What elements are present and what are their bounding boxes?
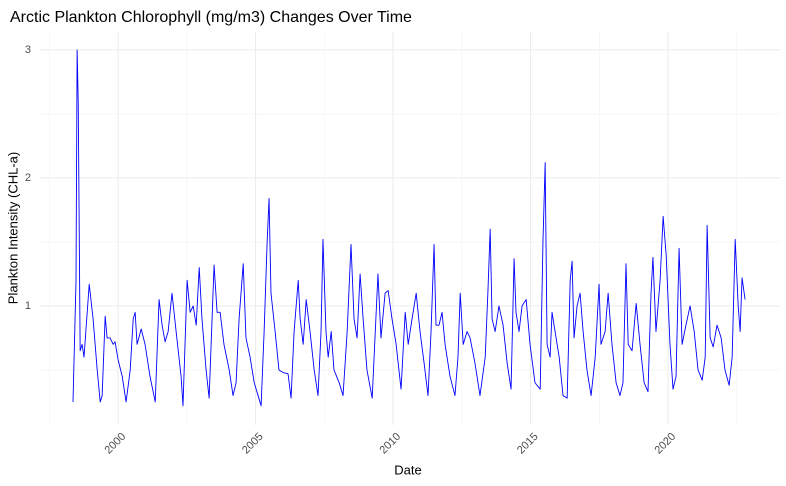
x-axis-title: Date: [394, 462, 421, 477]
y-tick-label: 3: [25, 44, 31, 56]
y-tick-label: 2: [25, 172, 31, 184]
data-line: [72, 49, 746, 407]
y-axis-title: Plankton Intensity (CHL-a): [5, 152, 20, 304]
x-tick-label: 2015: [515, 431, 541, 457]
x-tick-label: 2000: [102, 431, 128, 457]
x-tick-label: 2020: [652, 431, 678, 457]
x-tick-label: 2005: [240, 431, 266, 457]
y-tick-label: 1: [25, 300, 31, 312]
chart-title: Arctic Plankton Chlorophyll (mg/m3) Chan…: [10, 9, 412, 26]
x-tick-label: 2010: [377, 431, 403, 457]
